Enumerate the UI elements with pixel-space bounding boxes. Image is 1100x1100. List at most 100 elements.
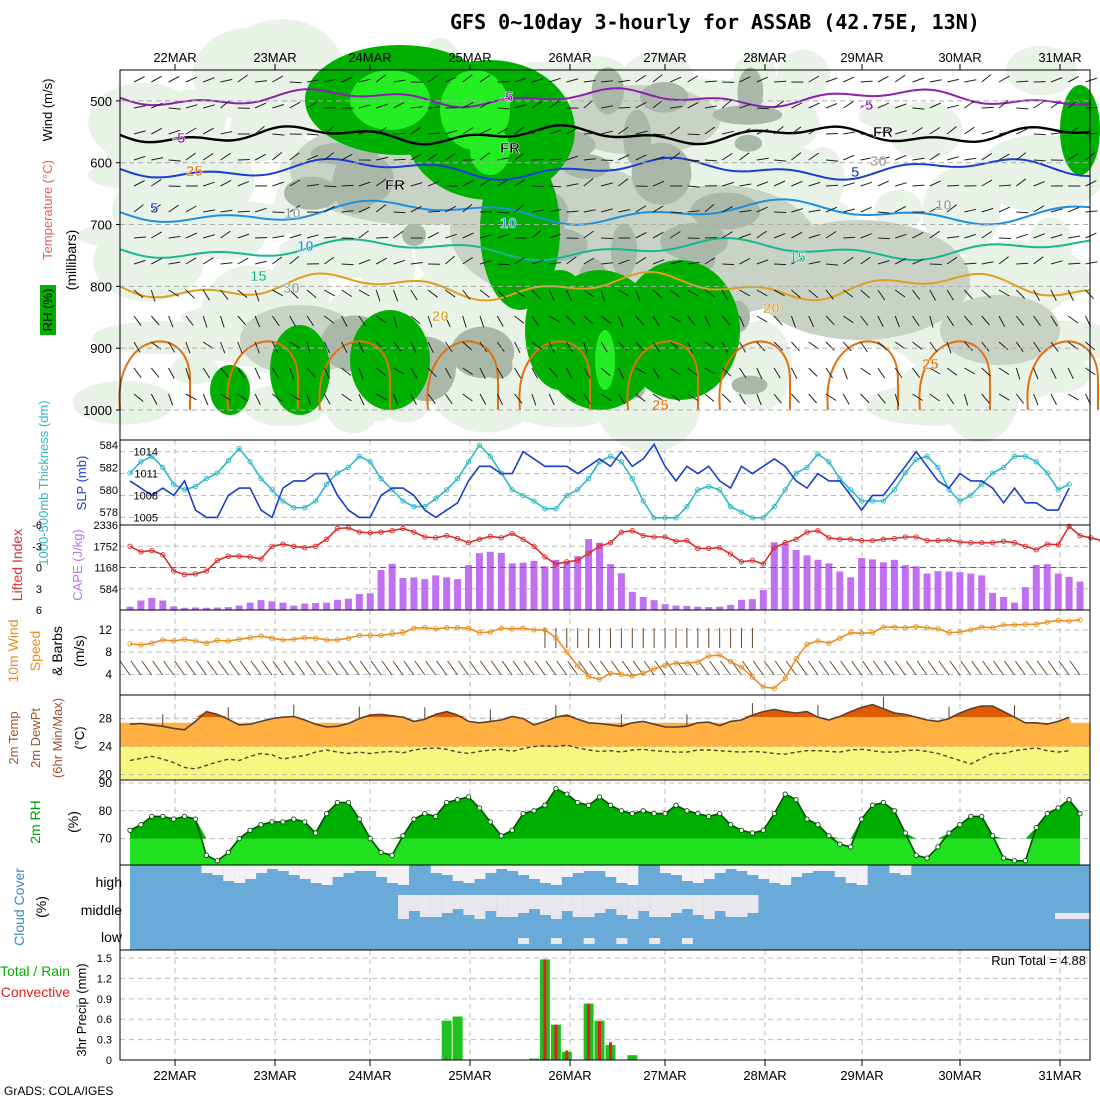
- wind-barb-surface: [523, 660, 535, 676]
- cape-bar: [639, 596, 647, 610]
- wind-barb: [964, 262, 977, 265]
- wind-barb: [825, 263, 839, 266]
- wind-barb: [670, 260, 683, 265]
- wind-barb: [531, 229, 542, 239]
- lifted-line-point: [673, 538, 679, 544]
- wind-barb-surface: [261, 660, 273, 676]
- wind-barb: [427, 231, 439, 239]
- wind-barb: [998, 75, 1010, 83]
- lifted-line-point: [717, 545, 723, 551]
- cape-bar: [454, 579, 462, 610]
- lifted-line-point: [498, 535, 504, 541]
- wind-barb: [168, 159, 181, 162]
- thickness-line-point: [520, 492, 526, 499]
- wind-barb: [410, 205, 422, 213]
- cloud-high-cell: [594, 865, 606, 871]
- wind-barb: [548, 100, 560, 109]
- wind-barb-surface: [698, 660, 710, 676]
- wind-barb: [877, 102, 890, 109]
- contour-10: [119, 198, 1091, 226]
- lifted-line-point: [214, 557, 221, 564]
- wind-barb: [220, 262, 233, 265]
- wind-barb: [687, 315, 696, 326]
- wind-barb-surface: [163, 660, 175, 676]
- thickness-line-point: [968, 492, 974, 499]
- wind-barb: [964, 208, 977, 213]
- wind-barb: [566, 78, 579, 83]
- rh-line-point: [575, 799, 581, 806]
- dewpoint-line: [129, 744, 1070, 770]
- wind-barb: [393, 393, 399, 406]
- cape-bar: [1011, 602, 1018, 610]
- wind-barb: [220, 289, 229, 300]
- wind-barb: [618, 259, 630, 265]
- wind-barb: [670, 106, 683, 109]
- rh-shade-green: [350, 310, 430, 410]
- lifted-line-point: [924, 537, 930, 544]
- wind-barb: [185, 104, 198, 109]
- wind-barb: [670, 126, 681, 135]
- cape-bar: [181, 607, 189, 610]
- cloud-high-cell: [387, 865, 399, 883]
- wind-barb: [1033, 101, 1044, 109]
- wind-barb: [393, 289, 399, 302]
- wind-barb: [635, 205, 647, 213]
- wind-barb: [531, 289, 541, 299]
- wind-speed-line-point: [302, 635, 308, 641]
- wind-barb: [445, 255, 455, 265]
- wind-barb: [964, 341, 974, 352]
- wind-barb: [981, 74, 992, 83]
- cape-bar: [279, 602, 287, 610]
- lifted-line-point: [662, 534, 668, 540]
- wind-barb: [618, 126, 629, 135]
- date-label-top: 30MAR: [938, 50, 981, 65]
- wind-barb: [393, 259, 406, 265]
- wind-barb: [964, 289, 973, 300]
- wind-barb: [168, 75, 180, 83]
- cape-bar: [1021, 587, 1029, 610]
- wind-barb: [445, 233, 457, 239]
- wind-speed-line-point: [640, 670, 646, 676]
- wind-barb: [220, 100, 231, 109]
- cape-bar: [268, 601, 276, 610]
- lifted-tick-label: -3: [32, 541, 42, 553]
- wind-barb: [220, 131, 233, 135]
- wind-barb: [185, 341, 191, 354]
- wind-speed-line-point: [225, 638, 231, 644]
- rh-line-point: [214, 858, 221, 864]
- wind-barb: [272, 256, 283, 265]
- wind-barb: [566, 256, 577, 265]
- rh-line-point: [717, 810, 723, 817]
- wind-barb: [462, 289, 471, 300]
- wind-barb: [739, 103, 752, 109]
- wind-barb: [670, 315, 681, 323]
- rh-line-point: [444, 799, 450, 806]
- wind-speed-line-point: [618, 671, 625, 677]
- wind-barb: [1067, 153, 1079, 161]
- rh-line-point: [651, 810, 657, 817]
- wind-barb: [860, 367, 871, 376]
- cloud-high-cell: [452, 865, 464, 881]
- wind-speed-line-point: [149, 640, 155, 646]
- lifted-line-point: [913, 534, 919, 540]
- wind-barb: [133, 236, 147, 239]
- lifted-line-point: [542, 554, 548, 560]
- wind-barb: [825, 159, 839, 162]
- wind-barb: [998, 367, 1010, 376]
- wind-barb: [271, 367, 280, 379]
- wind-barb: [393, 132, 406, 135]
- wind-barb: [1067, 75, 1080, 83]
- wind-speed-line-point: [269, 635, 275, 641]
- wind-barb: [652, 100, 663, 109]
- cape-bar: [847, 577, 855, 610]
- wind-barb: [150, 204, 161, 213]
- wind-barb: [462, 341, 473, 351]
- cape-bar: [923, 573, 931, 610]
- wind-barb: [704, 105, 717, 109]
- lifted-line-point: [979, 540, 985, 546]
- wind-barb: [895, 233, 907, 239]
- thickness-line-point: [302, 505, 308, 511]
- cape-bar: [825, 563, 833, 610]
- wind-barb: [549, 262, 562, 265]
- wind-barb: [1085, 77, 1098, 83]
